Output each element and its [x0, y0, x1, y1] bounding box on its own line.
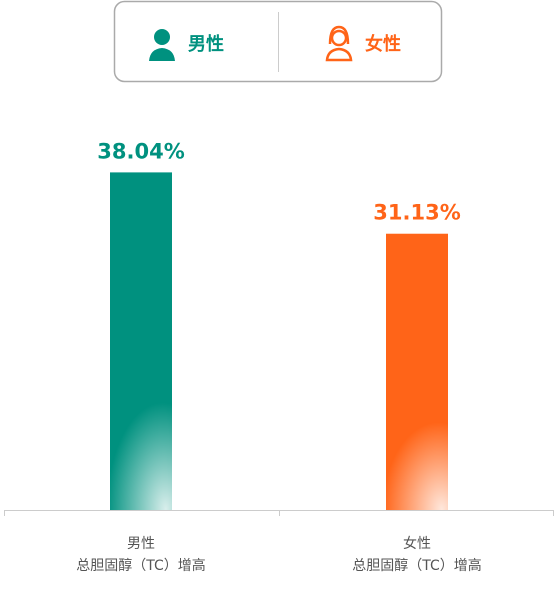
bar-shine	[386, 233, 448, 510]
x-tick-label: 男性	[127, 536, 155, 552]
female-icon	[325, 25, 353, 62]
legend-label: 男性	[188, 33, 224, 55]
male-icon	[149, 29, 175, 61]
x-tick-label: 女性	[403, 535, 431, 552]
legend-label: 女性	[365, 33, 401, 55]
x-tick-label: 总胆固醇（TC）增高	[352, 557, 482, 574]
x-tick-label: 总胆固醇（TC）增高	[76, 557, 206, 574]
value-label: 38.04%	[97, 139, 184, 163]
bar-shine	[110, 172, 172, 510]
value-label: 31.13%	[373, 201, 460, 225]
